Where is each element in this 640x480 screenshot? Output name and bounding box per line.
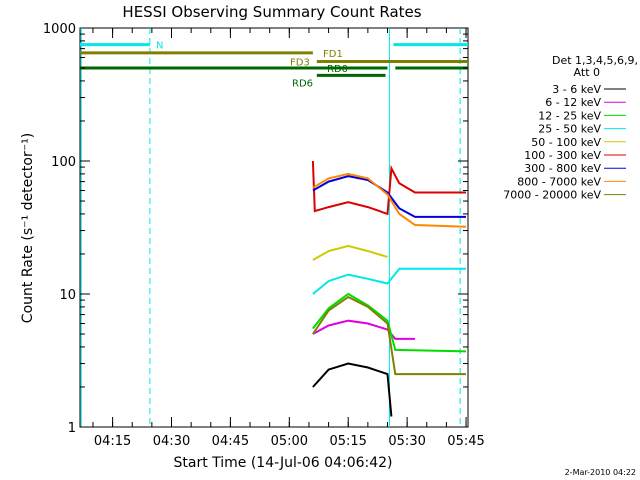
legend-label: 6 - 12 keV [545, 96, 601, 109]
legend-label: 7000 - 20000 keV [503, 189, 601, 202]
x-axis-label: Start Time (14-Jul-06 04:06:42) [173, 455, 392, 471]
y-axis-label: Count Rate (s⁻¹ detector⁻¹) [20, 133, 36, 323]
y-tick-label: 10 [59, 288, 76, 303]
y-axis-ticks: 1 10 100 1000 [43, 22, 468, 436]
series-line-0 [312, 362, 393, 417]
series-line-5 [311, 160, 466, 216]
legend-header-line1: Det 1,3,4,5,6,9, [552, 54, 638, 67]
series-line-8 [312, 295, 466, 376]
flag-label-fd3: FD3 [290, 57, 310, 68]
flag-label-n: N [156, 41, 163, 52]
series-line-2 [312, 292, 467, 353]
legend-label: 25 - 50 keV [538, 123, 601, 136]
chart-title: HESSI Observing Summary Count Rates [122, 3, 421, 21]
y-tick-label: 100 [51, 155, 76, 170]
x-tick-label: 05:45 [447, 434, 484, 449]
plot-frame [79, 27, 469, 428]
legend-header-line2: Att 0 [574, 66, 600, 79]
y-tick-label: 1000 [43, 22, 76, 37]
legend-label: 300 - 800 keV [524, 162, 601, 175]
plot-area [79, 27, 469, 428]
x-tick-label: 05:30 [388, 434, 425, 449]
series-line-7 [312, 172, 467, 228]
x-tick-label: 04:45 [212, 434, 249, 449]
x-axis-ticks: 04:15 04:30 04:45 05:00 05:15 05:30 05:45 [92, 28, 485, 449]
series-line-3 [312, 267, 466, 295]
series-group [311, 160, 467, 417]
legend-label: 12 - 25 keV [538, 109, 601, 122]
generation-timestamp: 2-Mar-2010 04:22 [565, 468, 636, 477]
flag-bars: N FD1 FD3 RD0 RD6 [80, 41, 468, 89]
series-line-1 [312, 319, 415, 340]
x-tick-label: 05:15 [329, 434, 366, 449]
legend-label: 800 - 7000 keV [517, 175, 601, 188]
flag-label-rd0: RD0 [327, 64, 348, 75]
flag-label-rd6: RD6 [292, 78, 313, 89]
flag-label-fd1: FD1 [323, 49, 343, 60]
legend-label: 3 - 6 keV [552, 83, 601, 96]
x-tick-label: 04:15 [94, 434, 131, 449]
legend-label: 100 - 300 keV [524, 149, 601, 162]
legend-label: 50 - 100 keV [531, 136, 601, 149]
x-tick-label: 04:30 [153, 434, 190, 449]
y-tick-label: 1 [68, 421, 76, 436]
x-tick-label: 05:00 [271, 434, 308, 449]
series-line-4 [312, 244, 388, 261]
